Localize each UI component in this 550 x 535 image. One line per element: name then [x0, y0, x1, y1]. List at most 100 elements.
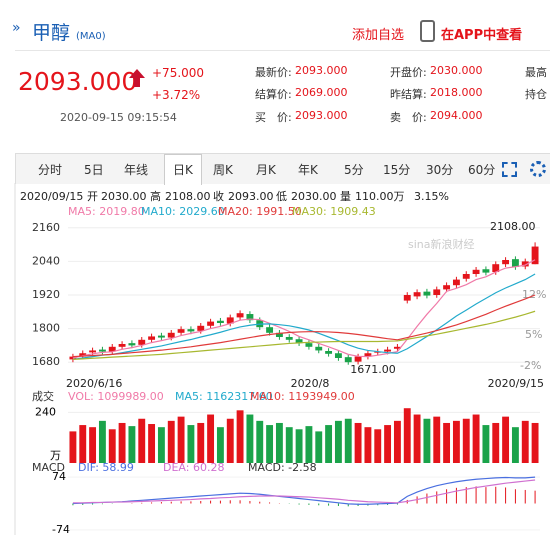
- info-text: 开: [87, 190, 98, 203]
- app-link[interactable]: 在APP中查看: [441, 28, 523, 43]
- tab[interactable]: 60分: [468, 163, 496, 177]
- volume-bar: [108, 429, 116, 463]
- volume-bar: [128, 426, 136, 463]
- tab[interactable]: 15分: [383, 163, 411, 177]
- volume-bar: [452, 420, 460, 463]
- pct-label: 5%: [525, 328, 542, 341]
- volume-legend: MA10: 1193949.00: [250, 390, 355, 403]
- volume-bar: [462, 418, 470, 463]
- volume-bar: [334, 420, 342, 463]
- volume-bar: [118, 422, 126, 463]
- candle-body: [148, 336, 156, 340]
- ma-line: [72, 294, 536, 358]
- field-label: 最新价:: [255, 66, 292, 79]
- volume-bar: [197, 422, 205, 463]
- candle-body: [128, 343, 136, 346]
- y-tick-label: 240: [35, 405, 56, 418]
- date-label: 2020/9/15: [488, 377, 544, 390]
- volume-bar: [344, 418, 352, 463]
- candle-body: [305, 343, 313, 347]
- info-text: 2093.00: [228, 190, 274, 203]
- candle-body: [295, 339, 303, 344]
- tab[interactable]: 年线: [124, 163, 149, 177]
- info-text: 2030.00: [291, 190, 337, 203]
- field-value: 2093.000: [295, 109, 348, 122]
- volume-unit: 万: [50, 449, 61, 462]
- candle-body: [266, 327, 274, 333]
- field-value: 2030.000: [430, 64, 483, 77]
- volume-bar: [305, 426, 313, 463]
- change: +75.000: [152, 66, 205, 80]
- tab[interactable]: 年K: [298, 163, 318, 177]
- volume-bar: [531, 422, 539, 463]
- candle-body: [89, 350, 97, 353]
- volume-bar: [364, 427, 372, 463]
- high-label: 2108.00: [490, 220, 536, 233]
- candle-body: [236, 313, 244, 318]
- tab[interactable]: 30分: [426, 163, 454, 177]
- volume-bar: [275, 422, 283, 463]
- candle-body: [403, 295, 411, 301]
- volume-bar: [246, 414, 254, 463]
- volume-bar: [216, 427, 224, 463]
- volume-bar: [511, 427, 519, 463]
- info-text: 量: [340, 190, 351, 203]
- info-text: 收: [213, 189, 224, 203]
- volume-bar: [256, 420, 264, 463]
- volume-bar: [69, 431, 77, 463]
- field-label: 最高: [525, 66, 547, 79]
- field-value: 2018.000: [430, 86, 483, 99]
- candle-body: [157, 335, 165, 338]
- add-link[interactable]: 添加自选: [352, 28, 405, 43]
- info-text: 高: [150, 189, 161, 203]
- tab[interactable]: 5分: [344, 163, 364, 177]
- candle-body: [423, 291, 431, 296]
- field-label: 持仓: [525, 88, 547, 101]
- date-label: 2020/8: [291, 377, 330, 390]
- field-value: 2069.000: [295, 86, 348, 99]
- info-text: 3.15%: [414, 190, 449, 203]
- phone-icon: [420, 20, 435, 42]
- candle-body: [511, 259, 519, 267]
- volume-bar: [207, 414, 215, 463]
- volume-bar: [89, 427, 97, 463]
- volume-bar: [502, 416, 510, 463]
- volume-bar: [433, 416, 441, 463]
- candle-body: [79, 353, 87, 357]
- tab[interactable]: 5日: [84, 163, 104, 177]
- field-value: 2094.000: [430, 109, 483, 122]
- volume-bar: [354, 422, 362, 463]
- field-label: 卖 价:: [390, 111, 427, 124]
- y-tick-label: 2040: [32, 254, 60, 267]
- y-tick-label: 1800: [32, 322, 60, 335]
- candle-body: [216, 320, 224, 323]
- field-label: 开盘价:: [390, 66, 427, 79]
- volume-bar: [403, 408, 411, 463]
- candle-body: [187, 329, 195, 332]
- tab[interactable]: 分时: [38, 163, 63, 177]
- volume-bar: [472, 414, 480, 463]
- tab[interactable]: 月K: [256, 163, 276, 177]
- macd-legend: MACD: [32, 461, 65, 474]
- volume-legend: MA5: 1162317.60: [175, 390, 273, 403]
- candle-body: [354, 356, 362, 362]
- candle-body: [177, 329, 185, 333]
- candle-body: [344, 357, 352, 363]
- low-label: 1671.00: [350, 363, 396, 376]
- candle-body: [108, 346, 116, 352]
- candle-body: [138, 339, 146, 345]
- tab[interactable]: 日K: [164, 154, 202, 185]
- y-tick-label: 1680: [32, 355, 60, 368]
- candle-body: [207, 321, 215, 326]
- time: 2020-09-15 09:15:54: [60, 111, 177, 124]
- y-tick-label: 1920: [32, 288, 60, 301]
- ma-line: [72, 259, 536, 359]
- candle-body: [433, 289, 441, 295]
- tab[interactable]: 周K: [213, 163, 233, 177]
- volume-bar: [423, 418, 431, 463]
- volume-bar: [157, 427, 165, 463]
- candle-body: [521, 261, 529, 267]
- candle-body: [197, 325, 205, 331]
- candle-body: [334, 353, 342, 358]
- volume-bar: [295, 429, 303, 463]
